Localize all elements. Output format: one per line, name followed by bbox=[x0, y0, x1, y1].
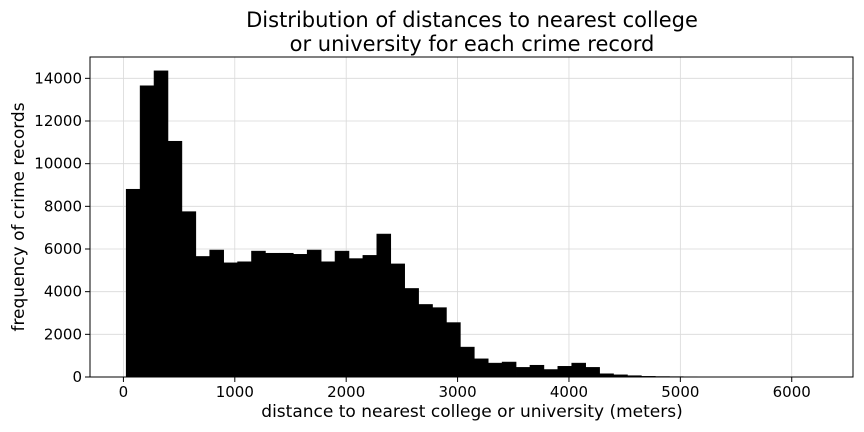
x-axis-label: distance to nearest college or universit… bbox=[261, 402, 682, 422]
x-tick-label-1: 1000 bbox=[216, 383, 254, 401]
bar-15 bbox=[334, 250, 350, 378]
bars-layer bbox=[125, 70, 837, 378]
x-tick-label-0: 0 bbox=[119, 383, 129, 401]
y-axis-label: frequency of crime records bbox=[9, 102, 29, 331]
bar-8 bbox=[237, 261, 252, 378]
bar-29 bbox=[529, 364, 545, 378]
bar-30 bbox=[543, 369, 559, 378]
x-tick-label-6: 6000 bbox=[773, 383, 811, 401]
bar-3 bbox=[167, 140, 183, 378]
bar-2 bbox=[153, 70, 169, 378]
chart-title-line-2: or university for each crime record bbox=[290, 32, 655, 56]
bar-10 bbox=[265, 252, 280, 378]
bar-7 bbox=[223, 262, 238, 378]
y-tick-label-4: 8000 bbox=[44, 197, 82, 215]
bar-5 bbox=[195, 256, 211, 378]
bar-33 bbox=[585, 367, 600, 378]
y-tick-label-7: 14000 bbox=[34, 69, 82, 87]
bar-19 bbox=[390, 263, 405, 378]
chart-title-line-1: Distribution of distances to nearest col… bbox=[246, 8, 698, 32]
bar-31 bbox=[557, 366, 573, 378]
bar-27 bbox=[501, 361, 517, 378]
y-tick-label-3: 6000 bbox=[44, 240, 82, 258]
grid-layer bbox=[90, 57, 853, 378]
bar-16 bbox=[348, 258, 364, 378]
bar-18 bbox=[376, 233, 392, 378]
bar-13 bbox=[306, 249, 322, 378]
bar-23 bbox=[446, 322, 461, 378]
bar-32 bbox=[571, 362, 586, 378]
bar-21 bbox=[418, 304, 433, 378]
bar-17 bbox=[362, 255, 378, 378]
bar-4 bbox=[181, 211, 197, 378]
bar-20 bbox=[404, 288, 419, 378]
y-tick-label-1: 2000 bbox=[44, 325, 82, 343]
bar-24 bbox=[460, 346, 475, 378]
x-tick-label-3: 3000 bbox=[438, 383, 476, 401]
plot-frame bbox=[89, 56, 854, 378]
y-tick-label-2: 4000 bbox=[44, 283, 82, 301]
bar-0 bbox=[125, 188, 141, 378]
bar-28 bbox=[515, 367, 531, 378]
bar-22 bbox=[432, 307, 447, 378]
x-tick-label-4: 4000 bbox=[550, 383, 588, 401]
bar-12 bbox=[292, 254, 308, 378]
axes-layer: 0 1000 2000 3000 4000 5000 6000 0 2000 4000 6000 80… bbox=[34, 56, 854, 401]
bar-9 bbox=[251, 250, 266, 378]
y-tick-label-6: 12000 bbox=[34, 112, 82, 130]
bar-11 bbox=[279, 252, 294, 378]
bar-25 bbox=[473, 358, 489, 378]
y-tick-label-0: 0 bbox=[72, 368, 82, 386]
x-tick-label-5: 5000 bbox=[661, 383, 699, 401]
bar-26 bbox=[487, 362, 503, 378]
bar-6 bbox=[209, 249, 224, 378]
x-tick-label-2: 2000 bbox=[327, 383, 365, 401]
bar-1 bbox=[139, 85, 155, 378]
y-tick-label-5: 10000 bbox=[34, 155, 82, 173]
bar-14 bbox=[320, 261, 336, 378]
